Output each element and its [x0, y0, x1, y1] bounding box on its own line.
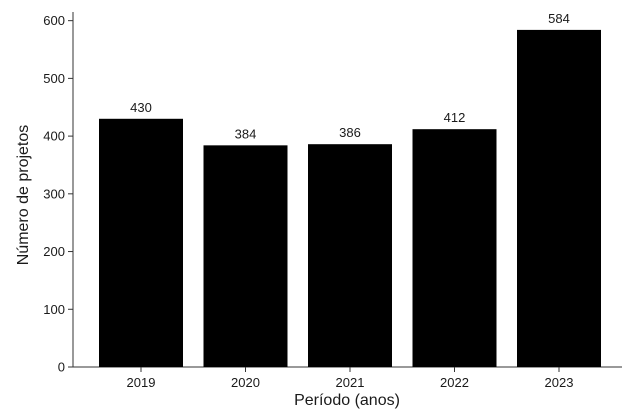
x-tick-label-2021: 2021 — [336, 375, 365, 390]
x-tick-label-2023: 2023 — [545, 375, 574, 390]
data-label-2020: 384 — [235, 126, 257, 141]
bar-2022 — [412, 129, 497, 367]
x-tick-label-2020: 2020 — [231, 375, 260, 390]
x-axis-ticks: 2019 2020 2021 2022 2023 — [127, 367, 574, 390]
y-axis-ticks: 0 100 200 300 400 500 600 — [43, 13, 73, 375]
y-tick-label: 100 — [43, 302, 65, 317]
y-axis-label: Número de projetos — [15, 125, 32, 266]
data-label-2022: 412 — [444, 110, 466, 125]
y-tick-label: 500 — [43, 71, 65, 86]
bar-2021 — [308, 144, 392, 367]
bar-2020 — [203, 145, 288, 367]
bar-2019 — [99, 118, 183, 367]
data-label-2019: 430 — [130, 100, 152, 115]
x-tick-label-2019: 2019 — [127, 375, 156, 390]
data-label-2021: 386 — [339, 125, 361, 140]
y-tick-label: 0 — [58, 360, 65, 375]
bars: 430 384 386 412 584 — [99, 11, 601, 367]
x-axis-label: Período (anos) — [294, 392, 400, 409]
x-tick-label-2022: 2022 — [440, 375, 469, 390]
y-tick-label: 300 — [43, 186, 65, 201]
y-tick-label: 600 — [43, 13, 65, 28]
y-tick-label: 200 — [43, 244, 65, 259]
data-label-2023: 584 — [548, 11, 570, 26]
plot-area: 0 100 200 300 400 500 600 430 384 386 412 584 2019… — [43, 11, 622, 390]
y-tick-label: 400 — [43, 129, 65, 144]
bar-2023 — [517, 29, 601, 367]
